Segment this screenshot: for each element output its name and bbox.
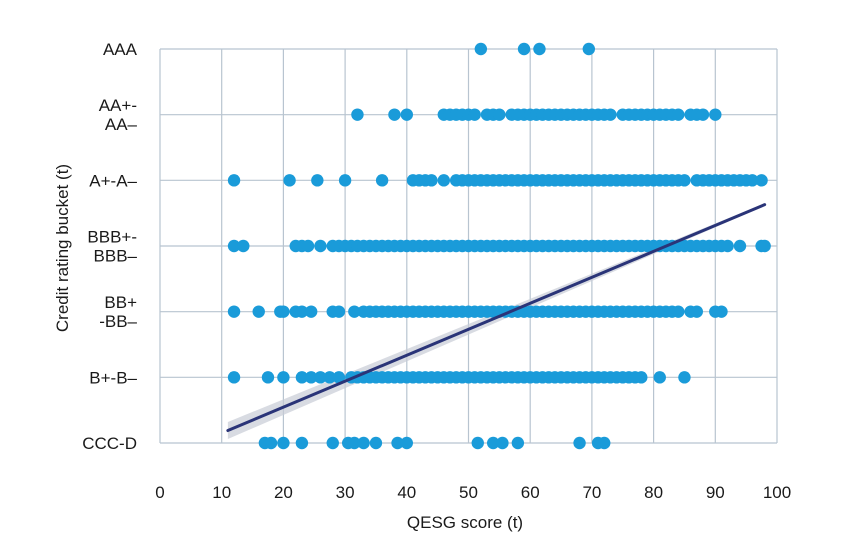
x-tick-label: 10 <box>212 483 231 502</box>
data-point <box>746 174 759 187</box>
data-point <box>721 239 734 253</box>
x-tick-label: 90 <box>706 483 725 502</box>
y-axis-title: Credit rating bucket (t) <box>53 164 72 332</box>
data-point <box>227 174 241 187</box>
data-point <box>357 436 370 450</box>
x-tick-label: 0 <box>155 483 164 502</box>
data-point <box>437 174 451 187</box>
data-point <box>533 42 546 56</box>
x-tick-label: 30 <box>336 483 355 502</box>
data-point <box>517 42 531 56</box>
x-tick-label: 80 <box>644 483 663 502</box>
data-point <box>227 371 241 384</box>
x-tick-labels: 0 10 20 30 40 50 60 70 80 90 100 <box>155 483 791 502</box>
data-point <box>573 436 586 450</box>
data-point <box>690 305 703 318</box>
data-point <box>338 174 352 187</box>
data-point <box>348 305 361 318</box>
trend-line-group <box>226 203 767 433</box>
data-point <box>672 108 685 121</box>
data-point <box>653 371 666 384</box>
data-point <box>326 436 339 450</box>
y-tick-label: CCC-D <box>82 434 137 453</box>
data-point <box>261 371 275 384</box>
y-tick-label: BBB– <box>94 247 138 266</box>
data-point <box>227 305 241 318</box>
data-point <box>264 436 278 450</box>
x-tick-label: 60 <box>521 483 540 502</box>
data-point <box>295 305 309 318</box>
y-tick-labels: CCC-D B+-B– BB+-BB– BBB+-BBB– A+-A– AA+-AA– AA… <box>82 40 137 453</box>
data-point <box>511 436 525 450</box>
data-point <box>332 305 346 318</box>
y-tick-label: A+-A– <box>89 171 137 190</box>
data-points <box>227 42 771 450</box>
data-point <box>709 108 722 121</box>
data-point <box>598 436 611 450</box>
data-point <box>758 239 771 253</box>
data-point <box>332 371 346 384</box>
data-point <box>391 436 404 450</box>
data-point <box>678 371 691 384</box>
data-point <box>295 436 309 450</box>
x-tick-label: 20 <box>274 483 293 502</box>
data-point <box>283 174 296 187</box>
data-point <box>400 436 413 450</box>
data-point <box>400 108 413 121</box>
y-tick-label: AA– <box>105 115 138 134</box>
data-point <box>304 371 318 384</box>
data-point <box>388 108 401 121</box>
data-point <box>314 239 327 253</box>
data-point <box>582 42 596 56</box>
data-point <box>277 305 290 318</box>
data-point <box>277 436 290 450</box>
data-point <box>672 305 685 318</box>
data-point <box>696 108 710 121</box>
data-point <box>304 305 318 318</box>
x-tick-label: 50 <box>459 483 478 502</box>
x-tick-label: 40 <box>397 483 416 502</box>
data-point <box>715 305 728 318</box>
data-point <box>733 239 747 253</box>
x-axis-title: QESG score (t) <box>407 513 523 532</box>
y-tick-label: AA+- <box>99 96 137 115</box>
y-tick-label: AAA <box>103 40 138 59</box>
data-point <box>496 436 509 450</box>
data-point <box>237 239 250 253</box>
x-tick-label: 70 <box>582 483 601 502</box>
data-point <box>425 174 438 187</box>
data-point <box>375 174 389 187</box>
y-tick-label: BB+ <box>104 293 137 312</box>
data-point <box>311 174 324 187</box>
data-point <box>301 239 315 253</box>
data-point <box>755 174 768 187</box>
data-point <box>323 371 336 384</box>
data-point <box>295 371 309 384</box>
x-tick-label: 100 <box>763 483 791 502</box>
data-point <box>348 436 361 450</box>
data-point <box>474 42 488 56</box>
data-point <box>493 108 506 121</box>
y-tick-label: -BB– <box>99 312 137 331</box>
y-tick-label: B+-B– <box>89 368 137 387</box>
trend-line <box>226 203 767 433</box>
data-point <box>471 436 484 450</box>
data-point <box>227 239 241 253</box>
data-point <box>635 371 648 384</box>
y-tick-label: BBB+- <box>87 228 137 247</box>
data-point <box>678 174 691 187</box>
data-point <box>277 371 290 384</box>
data-point <box>252 305 265 318</box>
data-point <box>486 436 500 450</box>
data-point <box>351 108 364 121</box>
data-point <box>314 371 327 384</box>
data-point <box>604 108 617 121</box>
data-point <box>369 436 383 450</box>
data-point <box>468 108 481 121</box>
